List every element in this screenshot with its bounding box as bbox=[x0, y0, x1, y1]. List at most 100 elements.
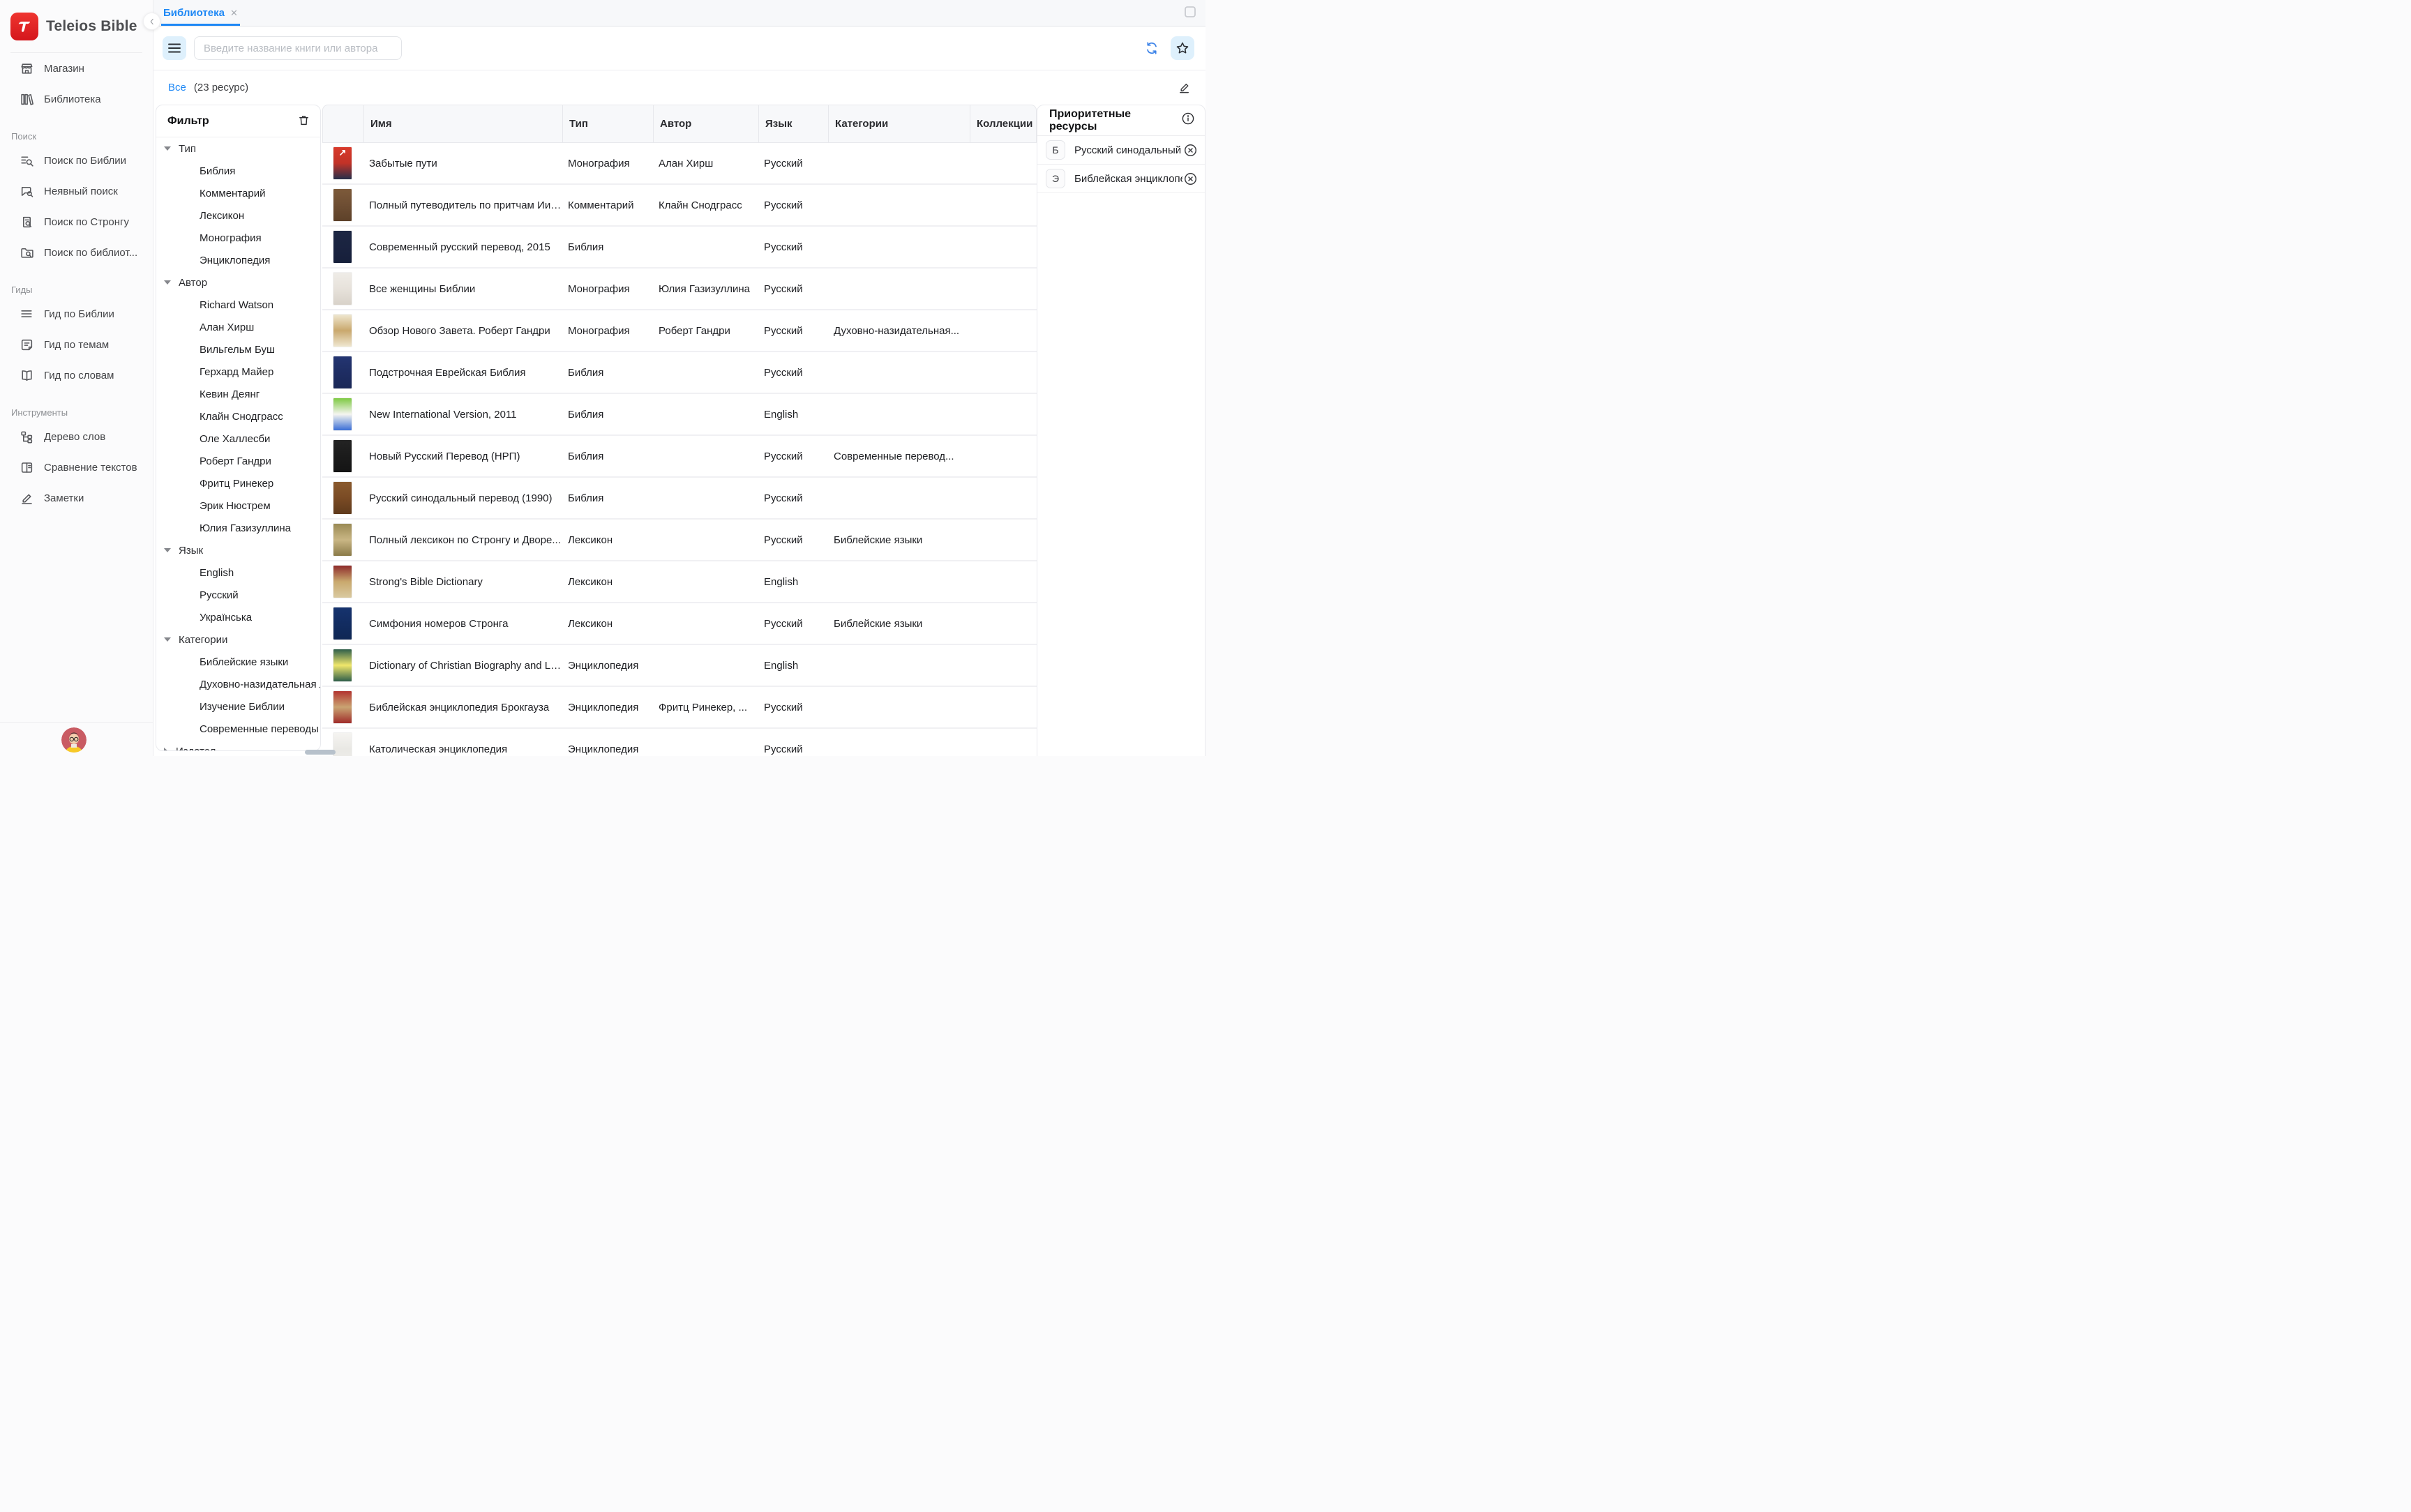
table-row[interactable]: Католическая энциклопедия Энциклопедия Рус… bbox=[322, 729, 1037, 756]
cell-author: Алан Хирш bbox=[659, 157, 714, 169]
column-header-3[interactable]: Автор bbox=[653, 105, 758, 142]
favorites-button[interactable] bbox=[1171, 36, 1194, 60]
cell-categories: Духовно-назидательная... bbox=[834, 324, 960, 337]
priority-panel-title: Приоритетные ресурсы bbox=[1049, 107, 1132, 133]
edit-icon[interactable] bbox=[1175, 79, 1193, 97]
filter-item[interactable]: Комментарий bbox=[200, 187, 266, 199]
bible-search-icon bbox=[20, 153, 34, 168]
filter-section-1[interactable]: Автор bbox=[156, 271, 320, 294]
priority-item[interactable]: Э Библейская энциклопе... bbox=[1037, 165, 1205, 193]
filter-item[interactable]: Энциклопедия bbox=[200, 254, 271, 266]
sidebar-item-bible-guide[interactable]: Гид по Библии bbox=[0, 298, 153, 329]
sidebar-item-strong-search[interactable]: Поиск по Стронгу bbox=[0, 206, 153, 237]
cell-author: Фритц Ринекер, ... bbox=[659, 701, 748, 713]
table-row[interactable]: New International Version, 2011 Библия Eng… bbox=[322, 394, 1037, 436]
cell-name: Библейская энциклопедия Брокгауза bbox=[369, 701, 550, 713]
sidebar-item-compare-texts[interactable]: Сравнение текстов bbox=[0, 452, 153, 483]
sidebar-item-topics-guide[interactable]: Гид по темам bbox=[0, 329, 153, 360]
filter-item[interactable]: Библия bbox=[200, 165, 236, 177]
window-icon[interactable] bbox=[1184, 6, 1196, 18]
table-row[interactable]: Обзор Нового Завета. Роберт Гандри Моногр… bbox=[322, 310, 1037, 352]
app-window: Teleios Bible Магазин Библиотека Поиск Поис… bbox=[0, 0, 1206, 756]
sidebar-item-implicit-search[interactable]: Неявный поиск bbox=[0, 176, 153, 206]
sidebar-item-library[interactable]: Библиотека bbox=[0, 84, 153, 114]
table-row[interactable]: Подстрочная Еврейская Библия Библия Русски… bbox=[322, 352, 1037, 394]
priority-item[interactable]: Б Русский синодальный п... bbox=[1037, 136, 1205, 165]
avatar[interactable] bbox=[61, 727, 87, 753]
filter-item[interactable]: Герхард Майер bbox=[200, 365, 274, 378]
table-row[interactable]: Библейская энциклопедия Брокгауза Энцикло… bbox=[322, 687, 1037, 729]
sidebar-item-label: Поиск по Стронгу bbox=[44, 216, 130, 228]
sidebar-item-notes[interactable]: Заметки bbox=[0, 483, 153, 513]
filter-item[interactable]: Изучение Библии bbox=[200, 700, 285, 713]
table-row[interactable]: Strong's Bible Dictionary Лексикон English bbox=[322, 561, 1037, 603]
filter-item[interactable]: Юлия Газизуллина bbox=[200, 522, 292, 534]
tab-close-icon[interactable]: ✕ bbox=[230, 7, 238, 18]
remove-icon[interactable] bbox=[1182, 171, 1198, 186]
sidebar-item-bible-search[interactable]: Поиск по Библии bbox=[0, 145, 153, 176]
tab-library[interactable]: Библиотека ✕ bbox=[161, 0, 240, 26]
column-header-6[interactable]: Коллекции bbox=[970, 105, 1036, 142]
filter-item[interactable]: Современные переводы Би... bbox=[200, 723, 320, 735]
filter-item[interactable]: English bbox=[200, 566, 234, 579]
book-cover bbox=[333, 733, 352, 756]
column-header-2[interactable]: Тип bbox=[562, 105, 653, 142]
filter-section-4[interactable]: Издател... bbox=[156, 740, 320, 751]
filter-item[interactable]: Эрик Нюстрем bbox=[200, 499, 271, 512]
filter-item[interactable]: Richard Watson bbox=[200, 298, 274, 311]
remove-icon[interactable] bbox=[1182, 142, 1198, 158]
cell-name: Подстрочная Еврейская Библия bbox=[369, 366, 526, 379]
horizontal-scrollbar-thumb[interactable] bbox=[305, 750, 336, 755]
filter-item[interactable]: Кевин Деянг bbox=[200, 388, 260, 400]
sidebar-collapse-button[interactable] bbox=[143, 13, 160, 30]
table-row[interactable]: Dictionary of Christian Biography and Li… bbox=[322, 645, 1037, 687]
column-header-1[interactable]: Имя bbox=[363, 105, 562, 142]
filter-item[interactable]: Русский bbox=[200, 589, 239, 601]
filter-item[interactable]: Фритц Ринекер bbox=[200, 477, 274, 490]
sidebar-item-words-guide[interactable]: Гид по словам bbox=[0, 360, 153, 391]
sidebar-item-store[interactable]: Магазин bbox=[0, 53, 153, 84]
filter-item[interactable]: Духовно-назидательная лит... bbox=[200, 678, 320, 690]
sidebar-item-library-search[interactable]: Поиск по библиот... bbox=[0, 237, 153, 268]
cell-name: Русский синодальный перевод (1990) bbox=[369, 492, 553, 504]
sidebar-item-word-tree[interactable]: Дерево слов bbox=[0, 421, 153, 452]
cell-lang: Русский bbox=[764, 157, 803, 169]
table-row[interactable]: Все женщины Библии Монография Юлия Газизул… bbox=[322, 269, 1037, 310]
filter-item[interactable]: Оле Халлесби bbox=[200, 432, 271, 445]
column-header-4[interactable]: Язык bbox=[758, 105, 828, 142]
filter-item[interactable]: Библейские языки bbox=[200, 656, 289, 668]
cell-categories: Библейские языки bbox=[834, 534, 923, 546]
cell-lang: Русский bbox=[764, 324, 803, 337]
filter-section-label: Издател... bbox=[176, 745, 225, 751]
clear-filter-button[interactable] bbox=[297, 114, 310, 129]
refresh-icon[interactable] bbox=[1143, 39, 1161, 57]
book-cover-cell bbox=[322, 231, 363, 263]
filter-item[interactable]: Вильгельм Буш bbox=[200, 343, 276, 356]
table-row[interactable]: Современный русский перевод, 2015 Библия Р… bbox=[322, 227, 1037, 269]
table-row[interactable]: ↗ Забытые пути Монография Алан Хирш Русский bbox=[322, 143, 1037, 185]
filter-item[interactable]: Монография bbox=[200, 232, 262, 244]
sidebar-item-label: Неявный поиск bbox=[44, 185, 118, 197]
filter-item[interactable]: Алан Хирш bbox=[200, 321, 255, 333]
filter-item[interactable]: Лексикон bbox=[200, 209, 245, 222]
filter-all-link[interactable]: Все bbox=[168, 82, 186, 93]
table-header: Имя Тип Автор Язык Категории Коллекции bbox=[322, 105, 1037, 143]
table-row[interactable]: Симфония номеров Стронга Лексикон Русский Б… bbox=[322, 603, 1037, 645]
table-row[interactable]: Новый Русский Перевод (НРП) Библия Русский… bbox=[322, 436, 1037, 478]
filter-item[interactable]: Українська bbox=[200, 611, 253, 623]
table-row[interactable]: Полный лексикон по Стронгу и Дворе... Лек… bbox=[322, 520, 1037, 561]
search-input[interactable] bbox=[194, 36, 402, 60]
star-icon bbox=[1176, 42, 1189, 54]
filter-section-3[interactable]: Категории bbox=[156, 628, 320, 651]
filter-section-label: Тип bbox=[179, 142, 197, 155]
table-row[interactable]: Полный путеводитель по притчам Иис... Ком… bbox=[322, 185, 1037, 227]
menu-button[interactable] bbox=[163, 36, 186, 60]
filter-section-0[interactable]: Тип bbox=[156, 137, 320, 160]
table-row[interactable]: Русский синодальный перевод (1990) Библия… bbox=[322, 478, 1037, 520]
filter-item[interactable]: Роберт Гандри bbox=[200, 455, 271, 467]
column-header-5[interactable]: Категории bbox=[828, 105, 970, 142]
filter-item[interactable]: Клайн Снодграсс bbox=[200, 410, 283, 423]
info-icon[interactable] bbox=[1181, 112, 1195, 129]
sidebar-item-label: Гид по словам bbox=[44, 369, 114, 381]
filter-section-2[interactable]: Язык bbox=[156, 539, 320, 561]
